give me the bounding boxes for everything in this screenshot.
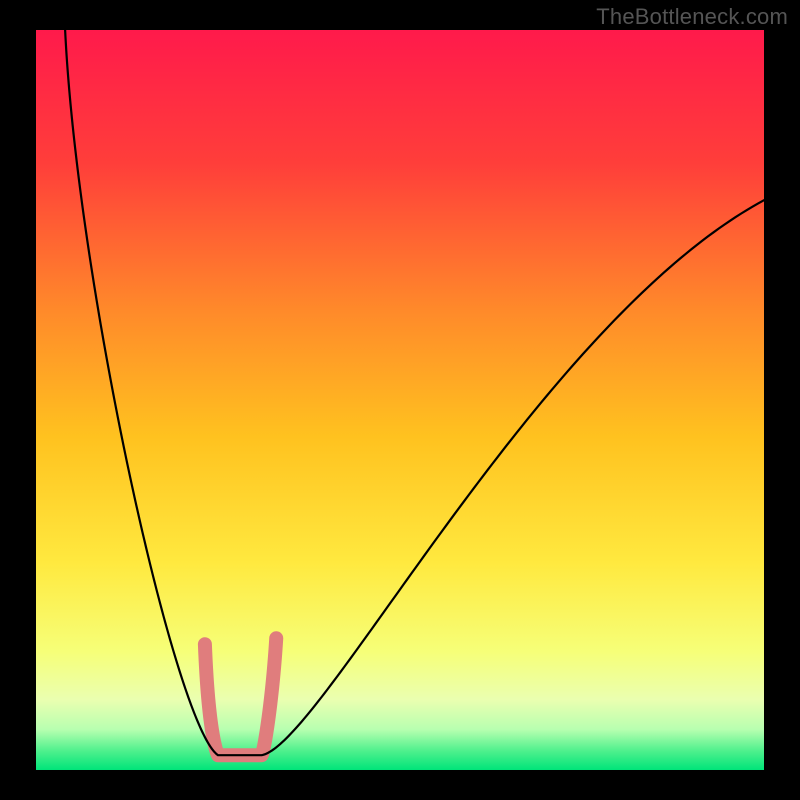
chart-stage: TheBottleneck.com	[0, 0, 800, 800]
chart-svg	[0, 0, 800, 800]
plot-background-gradient	[36, 30, 764, 770]
